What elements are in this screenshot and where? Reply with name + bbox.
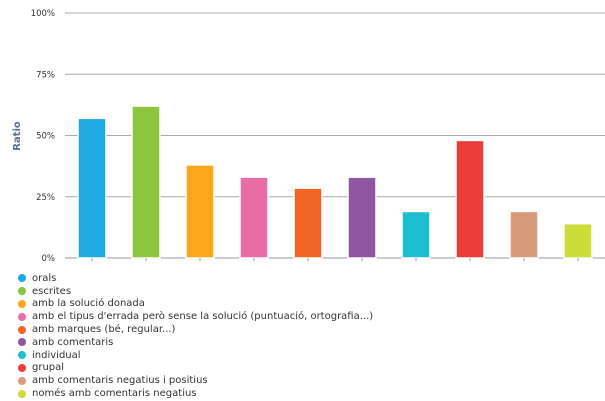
legend-item[interactable]: amb el tipus d'errada però sense la solu… <box>18 310 373 323</box>
legend-label: amb la solució donada <box>32 298 145 310</box>
legend-label: orals <box>32 272 57 284</box>
legend-marker <box>18 274 26 283</box>
legend-item[interactable]: amb la solució donada <box>18 298 373 311</box>
legend-marker <box>18 376 26 385</box>
legend-marker <box>18 299 26 308</box>
legend-marker <box>18 287 26 296</box>
legend-item[interactable]: individual <box>18 349 373 362</box>
bar <box>455 139 485 259</box>
bar <box>347 176 377 259</box>
bars <box>77 105 593 259</box>
legend-label: grupal <box>32 362 65 374</box>
legend-label: amb el tipus d'errada però sense la solu… <box>32 311 374 323</box>
legend-item[interactable]: grupal <box>18 362 373 375</box>
legend-label: escrites <box>32 285 72 297</box>
legend-marker <box>18 351 26 360</box>
legend-item[interactable]: orals <box>18 272 373 285</box>
bar <box>401 210 431 259</box>
bar-chart: 0% 25% 50% 75% 100% Ratio <box>12 9 605 264</box>
y-tick-label: 100% <box>31 9 55 19</box>
legend-label: individual <box>32 349 81 361</box>
legend-marker <box>18 363 26 372</box>
legend: orals escrites amb la solució donada amb el… <box>18 272 373 400</box>
legend-item[interactable]: escrites <box>18 285 373 298</box>
legend-item[interactable]: amb comentaris negatius i positius <box>18 374 373 387</box>
legend-label: amb comentaris negatius i positius <box>32 375 208 387</box>
legend-item[interactable]: amb comentaris <box>18 336 373 349</box>
y-tick-label: 50% <box>36 132 55 142</box>
legend-label: amb marques (bé, regular...) <box>32 324 176 336</box>
bar <box>185 164 215 259</box>
y-tick-label: 25% <box>36 193 55 203</box>
legend-label: amb comentaris <box>32 336 114 348</box>
bar <box>239 176 269 259</box>
legend-item[interactable]: només amb comentaris negatius <box>18 387 373 400</box>
y-axis-ticks: 0% 25% 50% 75% 100% <box>31 9 55 264</box>
y-tick-label: 75% <box>36 70 55 80</box>
legend-marker <box>18 325 26 334</box>
legend-marker <box>18 389 26 398</box>
legend-marker <box>18 312 26 321</box>
x-axis-tick-marks <box>91 258 579 261</box>
legend-marker <box>18 338 26 347</box>
bar <box>509 210 539 259</box>
bar <box>563 222 593 259</box>
y-tick-label: 0% <box>42 254 56 264</box>
legend-label: només amb comentaris negatius <box>32 388 197 400</box>
legend-item[interactable]: amb marques (bé, regular...) <box>18 323 373 336</box>
bar <box>77 117 107 259</box>
y-axis-label: Ratio <box>12 121 23 151</box>
bar <box>131 105 161 259</box>
bar <box>293 187 323 259</box>
